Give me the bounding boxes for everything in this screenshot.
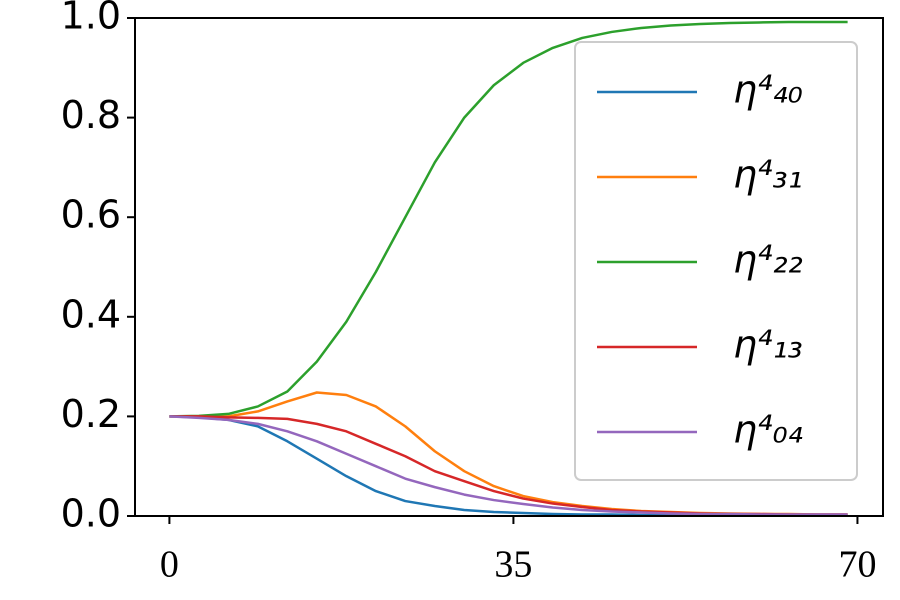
legend-label: η⁴₁₃: [733, 323, 803, 367]
y-tick-label: 0.0: [61, 492, 121, 536]
legend-label: η⁴₂₂: [733, 238, 803, 282]
series-line: [169, 415, 848, 516]
plot-frame: [134, 17, 884, 517]
x-tick-label: 70: [838, 544, 876, 586]
legend-label: η⁴₀₄: [733, 408, 803, 452]
legend-label: η⁴₄₀: [733, 68, 803, 112]
y-tick-label: 0.8: [61, 93, 121, 137]
x-tick-label: 0: [160, 544, 179, 586]
series-line: [169, 20, 848, 418]
y-tick-label: 0.2: [61, 392, 121, 436]
y-tick-label: 0.4: [61, 292, 121, 336]
y-tick-label: 1.0: [61, 0, 121, 38]
legend-box: [574, 41, 858, 481]
legend-label: η⁴₃₁: [733, 153, 803, 197]
y-tick-label: 0.6: [61, 193, 121, 237]
x-tick-label: 35: [494, 544, 532, 586]
